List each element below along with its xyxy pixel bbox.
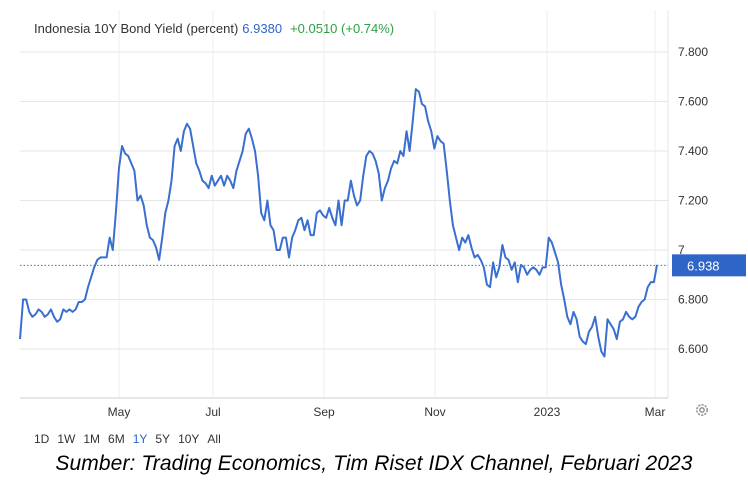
caption: Sumber: Trading Economics, Tim Riset IDX… — [55, 452, 693, 475]
range-button-1d[interactable]: 1D — [34, 432, 50, 446]
range-button-1w[interactable]: 1W — [57, 432, 76, 446]
x-tick-label: May — [108, 405, 131, 419]
range-button-6m[interactable]: 6M — [108, 432, 125, 446]
gear-icon[interactable] — [694, 402, 710, 418]
last-value: 6.9380 — [242, 21, 283, 36]
x-tick-label: Sep — [313, 405, 335, 419]
range-button-all[interactable]: All — [207, 432, 221, 446]
y-tick-label: 7 — [678, 243, 685, 257]
x-tick-label: Mar — [645, 405, 666, 419]
y-tick-label: 7.800 — [678, 45, 708, 59]
range-button-1y[interactable]: 1Y — [132, 432, 148, 446]
range-button-10y[interactable]: 10Y — [178, 432, 200, 446]
chart-title: Indonesia 10Y Bond Yield (percent) — [34, 21, 239, 36]
change-value: +0.0510 (+0.74%) — [290, 21, 395, 36]
y-tick-label: 7.600 — [678, 95, 708, 109]
x-tick-label: 2023 — [534, 405, 561, 419]
chart-header: Indonesia 10Y Bond Yield (percent) 6.9380… — [34, 21, 394, 36]
y-tick-label: 6.800 — [678, 293, 708, 307]
range-button-5y[interactable]: 5Y — [155, 432, 171, 446]
y-tick-label: 7.400 — [678, 144, 708, 158]
series-line — [19, 88, 658, 358]
range-selector: 1D 1W 1M 6M 1Y 5Y 10Y All — [30, 430, 225, 448]
last-value-badge-label: 6.938 — [687, 258, 720, 273]
y-tick-label: 6.600 — [678, 342, 708, 356]
range-button-1m[interactable]: 1M — [83, 432, 101, 446]
x-tick-label: Nov — [424, 405, 445, 419]
y-tick-label: 7.200 — [678, 194, 708, 208]
x-tick-label: Jul — [205, 405, 220, 419]
last-value-badge — [672, 254, 746, 277]
